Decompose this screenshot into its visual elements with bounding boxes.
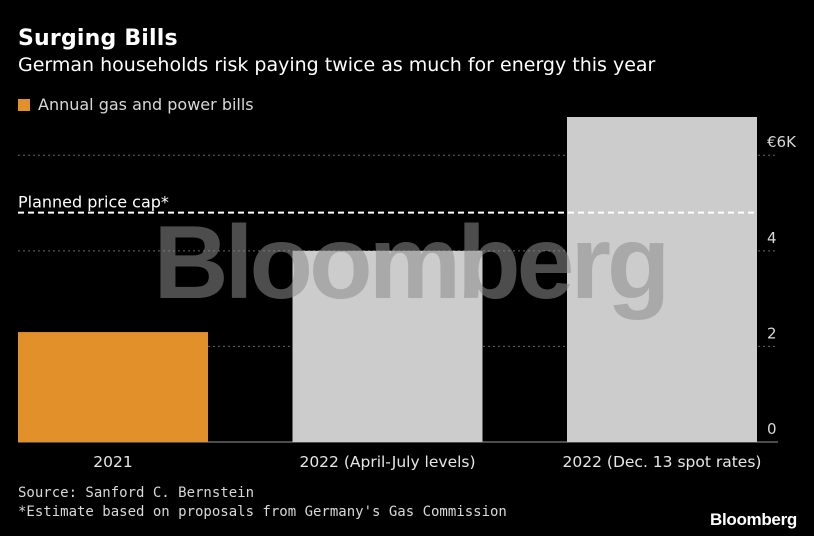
- source-note: Source: Sanford C. Bernstein: [18, 485, 255, 501]
- bar-2: [292, 250, 483, 442]
- chart-subtitle: German households risk paying twice as m…: [18, 54, 656, 76]
- x-category-label: 2022 (Dec. 13 spot rates): [563, 453, 762, 471]
- bloomberg-logo: Bloomberg: [709, 510, 797, 529]
- y-axis-ticks: 0 2 4 €6K: [767, 133, 797, 438]
- watermark: Bloomberg: [154, 205, 667, 321]
- y-tick-label: €6K: [767, 133, 797, 151]
- bars: [18, 117, 757, 442]
- bar-3: [567, 117, 757, 442]
- x-category-label: 2022 (April-July levels): [299, 453, 475, 471]
- y-tick-label: 4: [767, 229, 777, 247]
- price-cap: Planned price cap*: [18, 193, 757, 214]
- footnote: *Estimate based on proposals from German…: [18, 504, 507, 520]
- y-tick-label: 2: [767, 324, 777, 342]
- legend-label: Annual gas and power bills: [38, 95, 254, 114]
- chart-title: Surging Bills: [18, 26, 178, 51]
- price-cap-label: Planned price cap*: [18, 193, 169, 212]
- y-tick-label: 0: [767, 420, 777, 438]
- bar-1: [18, 332, 208, 442]
- legend: Annual gas and power bills: [18, 95, 254, 114]
- legend-swatch-orange: [18, 98, 30, 111]
- x-axis-labels: 2021 2022 (April-July levels) 2022 (Dec. 1…: [93, 453, 761, 471]
- x-category-label: 2021: [93, 453, 132, 471]
